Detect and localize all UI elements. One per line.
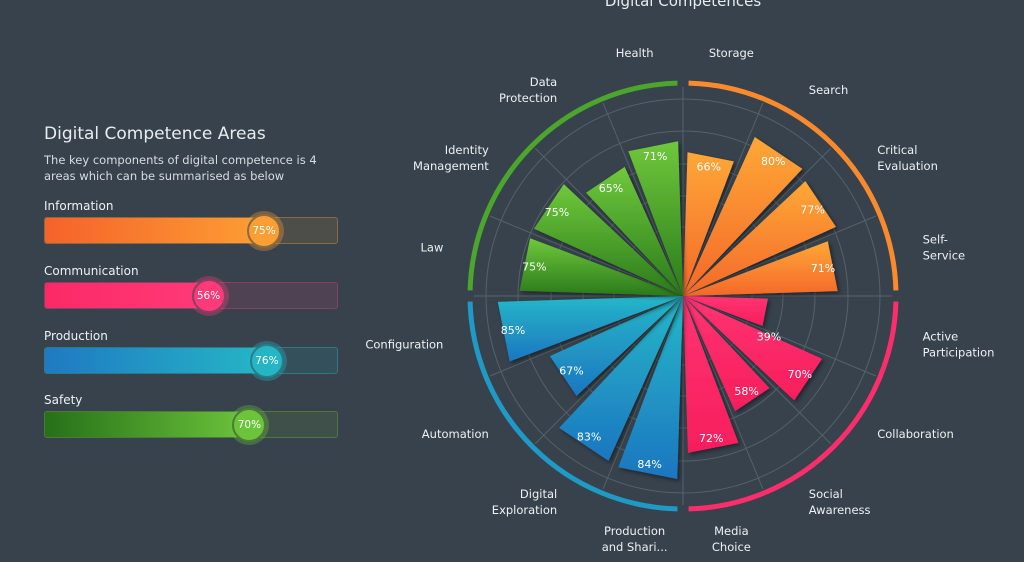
bar-storage[interactable]	[683, 152, 734, 296]
bar-value-label: 75%	[522, 260, 546, 273]
area-safety: Safety 70%	[44, 393, 338, 442]
area-communication: Communication 56%	[44, 264, 338, 313]
category-label: Storage	[709, 46, 754, 60]
bar-value-label: 83%	[577, 430, 601, 443]
bar-value-label: 58%	[734, 385, 758, 398]
grid-spoke	[489, 295, 684, 377]
category-label: Health	[616, 46, 654, 60]
progress-track: 70%	[44, 407, 338, 442]
area-information: Information 75%	[44, 199, 338, 248]
bar-value-label: 67%	[559, 364, 583, 377]
bar-data-protection[interactable]	[585, 166, 683, 296]
group-arc-communication	[688, 301, 899, 512]
area-label: Communication	[44, 264, 139, 278]
bar-value-label: 77%	[800, 203, 824, 216]
bar-active-participation[interactable]	[683, 296, 768, 327]
area-label: Production	[44, 329, 108, 343]
grid-spoke	[489, 215, 684, 297]
bar-media-choice[interactable]	[683, 296, 739, 453]
category-label: Critical Evaluation	[877, 143, 938, 173]
bar-value-label: 71%	[643, 150, 667, 163]
category-label: Automation	[422, 427, 489, 441]
category-label: Social Awareness	[809, 487, 871, 517]
category-label: Media Choice	[712, 524, 751, 554]
group-arc-safety	[467, 80, 678, 291]
bar-search[interactable]	[683, 137, 803, 296]
bar-health[interactable]	[628, 141, 683, 296]
group-arc-information	[688, 80, 899, 291]
bar-self-service[interactable]	[683, 241, 838, 296]
bar-value-label: 85%	[501, 324, 525, 337]
grid-spoke	[682, 295, 764, 490]
progress-value-badge: 75%	[247, 213, 281, 248]
bar-automation[interactable]	[549, 296, 683, 396]
progress-track: 75%	[44, 213, 338, 248]
grid-spoke	[682, 295, 877, 377]
progress-fill	[45, 283, 209, 308]
bar-value-label: 84%	[637, 458, 661, 471]
category-label: Search	[809, 83, 849, 97]
bar-value-label: 65%	[599, 182, 623, 195]
progress-fill	[45, 348, 267, 373]
bar-configuration[interactable]	[497, 296, 683, 362]
competence-areas-panel: Digital Competence Areas The key compone…	[44, 124, 344, 184]
bar-digital-exploration[interactable]	[559, 296, 683, 461]
bar-production-and-shari-[interactable]	[618, 296, 683, 480]
area-label: Information	[44, 199, 114, 213]
grid-spoke	[534, 147, 684, 297]
category-label: Digital Exploration	[492, 487, 557, 517]
progress-fill	[45, 218, 264, 243]
bar-value-label: 39%	[757, 331, 781, 344]
category-label: Production and Shari...	[602, 524, 668, 554]
grid-spoke	[602, 295, 684, 490]
bar-social-awareness[interactable]	[683, 296, 770, 412]
grid-spoke	[602, 102, 684, 297]
progress-value-badge: 56%	[191, 278, 226, 313]
progress-fill	[45, 412, 250, 437]
bar-value-label: 66%	[697, 161, 721, 174]
progress-value-badge: 70%	[232, 407, 267, 442]
category-label: Identity Management	[413, 143, 489, 173]
chart-title: Digital Competences	[605, 0, 762, 10]
bar-value-label: 70%	[788, 368, 812, 381]
grid-spoke	[682, 295, 832, 445]
category-label: Configuration	[365, 337, 443, 351]
progress-track: 56%	[44, 278, 338, 313]
bar-identity-management[interactable]	[533, 184, 683, 296]
bar-value-label: 72%	[699, 432, 723, 445]
bar-law[interactable]	[519, 238, 683, 296]
progress-track: 76%	[44, 343, 338, 378]
area-production: Production 76%	[44, 329, 338, 378]
category-label: Data Protection	[499, 75, 557, 105]
progress-value-badge: 76%	[249, 343, 284, 378]
grid-spoke	[682, 102, 764, 297]
grid-spoke	[682, 215, 877, 297]
bar-value-label: 75%	[545, 206, 569, 219]
category-label: Active Participation	[923, 329, 995, 359]
panel-title: Digital Competence Areas	[44, 124, 266, 144]
area-label: Safety	[44, 393, 83, 407]
bar-value-label: 80%	[761, 155, 785, 168]
bar-critical-evaluation[interactable]	[683, 181, 836, 296]
grid-spoke	[534, 295, 684, 445]
panel-description: The key components of digital competence…	[44, 153, 317, 183]
category-label: Collaboration	[877, 427, 954, 441]
bar-collaboration[interactable]	[683, 296, 823, 401]
grid-spoke	[682, 147, 832, 297]
bar-value-label: 71%	[811, 262, 835, 275]
category-label: Law	[420, 241, 443, 255]
group-arc-production	[467, 301, 678, 512]
category-label: Self-Service	[923, 233, 966, 263]
